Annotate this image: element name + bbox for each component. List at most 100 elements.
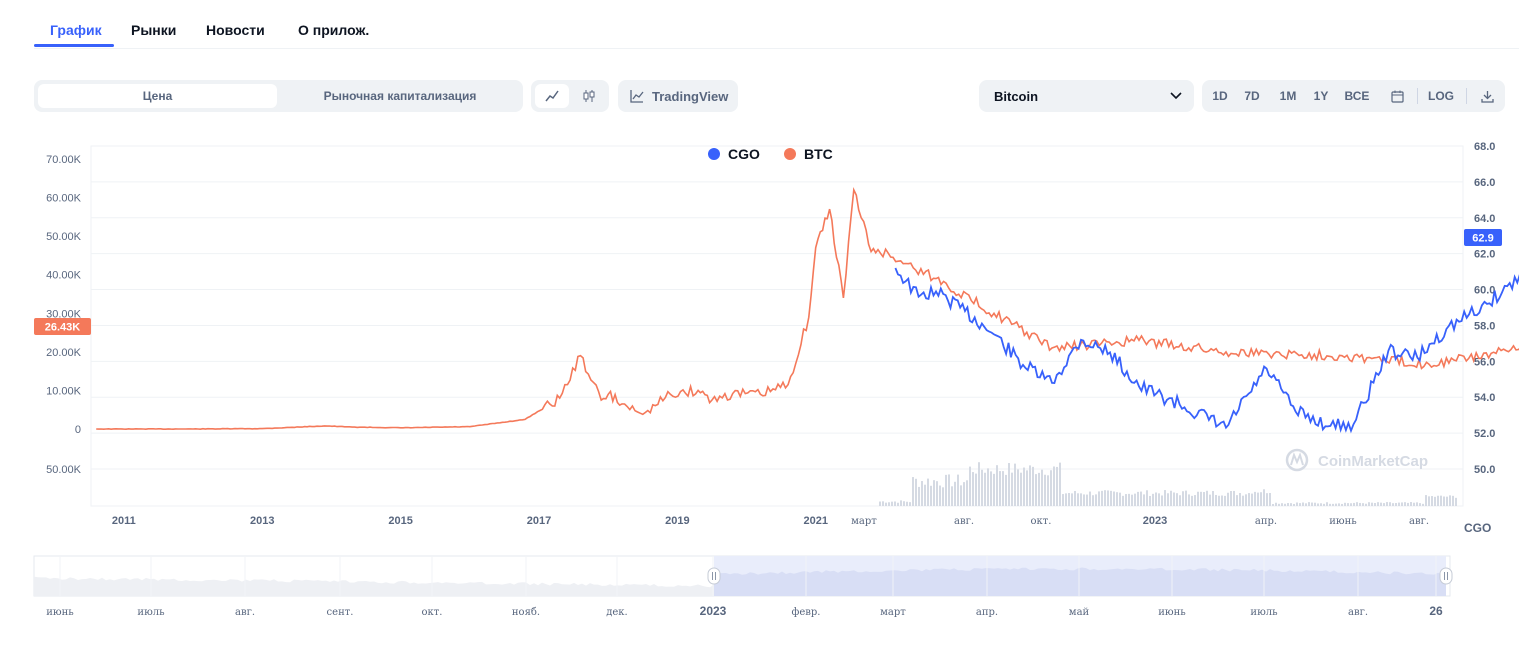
right-axis-tick: 50.0 (1474, 464, 1495, 476)
compare-select[interactable]: Bitcoin (979, 80, 1194, 112)
watermark-text: CoinMarketCap (1318, 453, 1428, 470)
x-axis-tick: 2015 (388, 515, 412, 527)
right-axis: 68.0 66.0 64.0 62.0 60.0 58.0 56.0 54.0 52.0 50.0 (1474, 141, 1495, 476)
navigator-tick: март (880, 607, 906, 618)
chevron-down-icon (1170, 92, 1182, 100)
toolbar-divider-2 (1466, 88, 1467, 104)
navigator-tick: июль (137, 607, 165, 618)
range-toolbar: 1D 7D 1M 1Y ВСЕ LOG (1202, 80, 1505, 112)
x-axis-tick: 2011 (112, 515, 136, 527)
price-chart[interactable]: CoinMarketCap 70.00K 60.00K 50.00K 40.00K 30… (0, 130, 1519, 550)
tab-about[interactable]: О прилож. (298, 22, 370, 38)
navigator-area-left (34, 576, 714, 596)
range-1d-button[interactable]: 1D (1212, 89, 1228, 103)
navigator-tick: авг. (1348, 607, 1368, 618)
x-axis-tick: авг. (1409, 516, 1429, 527)
x-axis-tick: 2019 (665, 515, 689, 527)
compare-select-value: Bitcoin (994, 89, 1039, 104)
toolbar-divider (1417, 88, 1418, 104)
left-axis-tick: 50.00K (46, 231, 82, 243)
left-axis-tick-volume: 50.00K (46, 464, 82, 476)
tradingview-label: TradingView (652, 88, 729, 104)
navigator-tick: июнь (1158, 607, 1186, 618)
right-axis-tick: 66.0 (1474, 177, 1495, 189)
price-option[interactable]: Цена (38, 84, 277, 108)
line-chart-icon[interactable] (535, 84, 569, 108)
x-axis-tick: 2023 (1143, 515, 1167, 527)
chart-line-icon (630, 90, 644, 103)
left-axis-tick: 70.00K (46, 154, 82, 166)
chart-legend: CGO BTC (708, 146, 833, 162)
download-icon[interactable] (1474, 80, 1500, 112)
tab-news[interactable]: Новости (206, 22, 265, 38)
btc-current-label: 26.43K (34, 318, 91, 335)
legend-label-btc: BTC (804, 146, 833, 162)
chart-style-toggle (531, 80, 609, 112)
navigator-tick: февр. (792, 607, 821, 618)
navigator-tick: 2023 (700, 604, 727, 618)
right-axis-tick: 56.0 (1474, 356, 1495, 368)
navigator-tick: июнь (46, 607, 74, 618)
x-axis-tick: апр. (1255, 516, 1277, 527)
x-axis-tick: 2013 (250, 515, 274, 527)
x-axis-tick: июнь (1329, 516, 1357, 527)
nav-tabs: График Рынки Новости О прилож. (34, 0, 1519, 49)
left-axis-tick: 20.00K (46, 347, 82, 359)
navigator-handle-right[interactable] (1439, 567, 1453, 585)
right-axis-unit: CGO (1464, 521, 1491, 535)
x-axis-tick: окт. (1031, 516, 1052, 527)
navigator-tick: дек. (606, 607, 628, 618)
x-axis-tick: 2017 (527, 515, 551, 527)
range-all-button[interactable]: ВСЕ (1344, 89, 1370, 103)
series-line-cgo (894, 267, 1519, 434)
active-tab-indicator (34, 44, 114, 47)
volume-bars (879, 462, 1457, 506)
right-axis-tick: 58.0 (1474, 320, 1495, 332)
navigator-axis: июнь июль авг. сент. окт. нояб. дек. 2023 февр. м… (46, 604, 1443, 618)
log-scale-button[interactable]: LOG (1428, 89, 1454, 103)
navigator-tick: окт. (422, 607, 443, 618)
right-axis-tick: 68.0 (1474, 141, 1495, 153)
right-axis-tick: 64.0 (1474, 213, 1495, 225)
navigator-tick: авг. (235, 607, 255, 618)
navigator-handle-left[interactable] (707, 567, 721, 585)
tradingview-button[interactable]: TradingView (618, 80, 738, 112)
navigator-tick: май (1069, 607, 1090, 618)
series-line-btc (96, 187, 1519, 431)
left-axis-tick: 0 (75, 424, 81, 436)
x-axis: 2011 2013 2015 2017 2019 2021 март авг. окт. 2023… (112, 515, 1429, 527)
market-cap-option[interactable]: Рыночная капитализация (323, 89, 477, 103)
chart-grid (90, 145, 1464, 507)
svg-text:62.9: 62.9 (1472, 233, 1493, 245)
left-axis-tick: 30.00K (46, 308, 82, 320)
navigator-area-right (714, 567, 1446, 596)
tab-chart[interactable]: График (50, 22, 102, 38)
legend-marker-cgo (708, 148, 720, 160)
right-axis-tick: 62.0 (1474, 249, 1495, 261)
right-axis-tick: 60.0 (1474, 285, 1495, 297)
range-1y-button[interactable]: 1Y (1313, 89, 1329, 103)
x-axis-tick: март (851, 516, 877, 527)
x-axis-tick: авг. (954, 516, 974, 527)
right-axis-tick: 54.0 (1474, 392, 1495, 404)
range-navigator[interactable]: июнь июль авг. сент. окт. нояб. дек. 2023 февр. м… (0, 550, 1519, 630)
left-axis-tick: 10.00K (46, 385, 82, 397)
range-1m-button[interactable]: 1M (1279, 89, 1297, 103)
navigator-tick: сент. (327, 607, 354, 618)
range-7d-button[interactable]: 7D (1244, 89, 1260, 103)
left-axis: 70.00K 60.00K 50.00K 40.00K 30.00K 20.00K 10.0… (46, 154, 82, 476)
navigator-tick: 26 (1429, 604, 1443, 618)
metric-toggle: Цена Рыночная капитализация (34, 80, 523, 112)
right-axis-tick: 52.0 (1474, 428, 1495, 440)
x-axis-tick: 2021 (803, 515, 827, 527)
navigator-tick: июль (1250, 607, 1278, 618)
legend-marker-btc (784, 148, 796, 160)
candlestick-icon[interactable] (573, 84, 605, 108)
coinmarketcap-watermark: CoinMarketCap (1285, 448, 1428, 472)
navigator-tick: апр. (976, 607, 998, 618)
cgo-current-label: 62.9 (1464, 229, 1502, 246)
navigator-tick: нояб. (512, 607, 540, 618)
svg-text:26.43K: 26.43K (45, 322, 81, 334)
tab-markets[interactable]: Рынки (131, 22, 177, 38)
calendar-icon[interactable] (1384, 80, 1410, 112)
